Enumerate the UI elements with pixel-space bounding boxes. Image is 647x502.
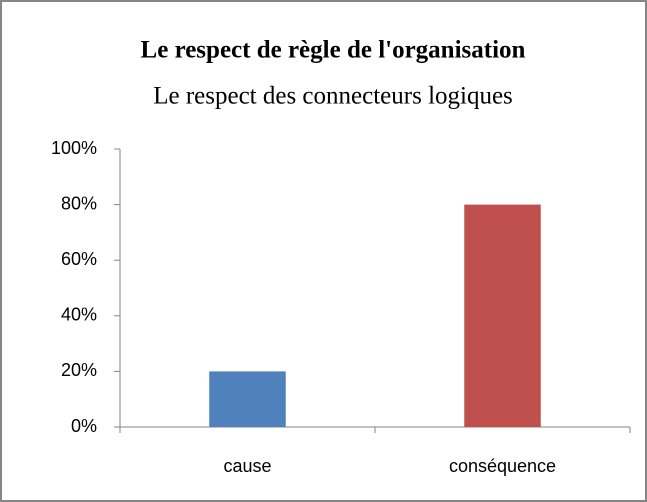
y-tick-label: 100%	[51, 138, 97, 158]
y-tick-label: 60%	[61, 249, 97, 269]
y-tick-label: 80%	[61, 193, 97, 213]
x-tick-label: conséquence	[449, 456, 556, 476]
y-tick-label: 0%	[71, 416, 97, 436]
bar	[209, 371, 286, 427]
y-tick-label: 40%	[61, 305, 97, 325]
chart-title: Le respect de règle de l'organisation	[141, 37, 526, 64]
chart-subtitle: Le respect des connecteurs logiques	[153, 83, 513, 110]
y-tick-label: 20%	[61, 360, 97, 380]
bar	[464, 204, 541, 427]
x-tick-label: cause	[223, 456, 271, 476]
